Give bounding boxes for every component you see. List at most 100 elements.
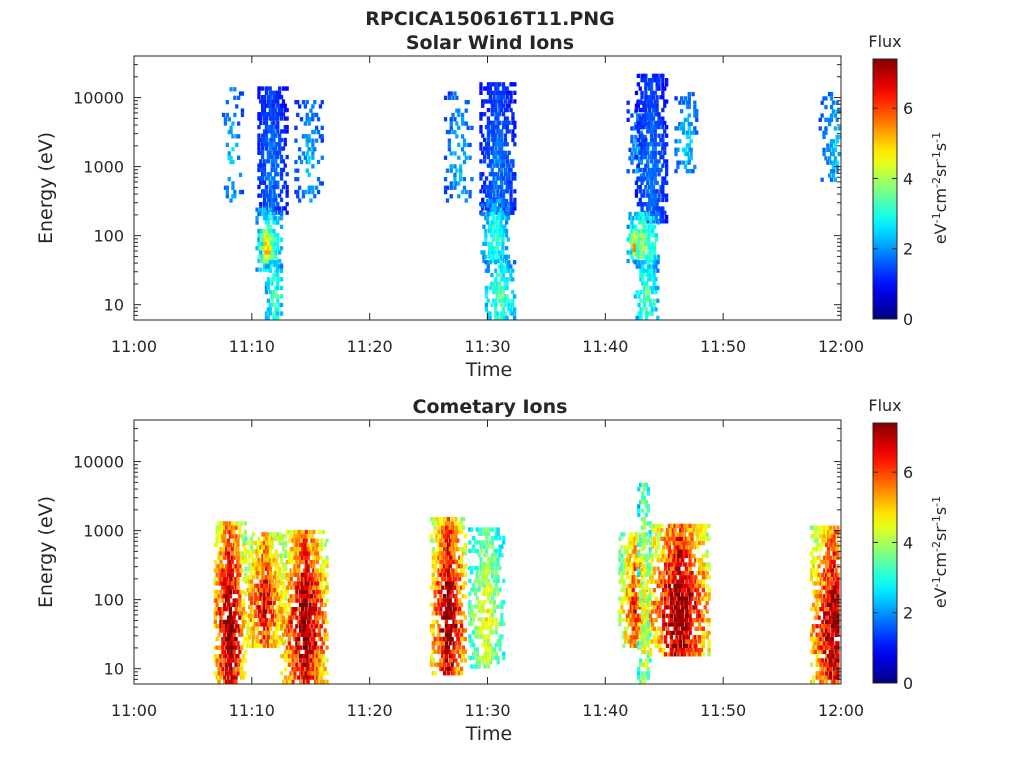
heatmap-cell: [444, 645, 449, 650]
heatmap-cell: [664, 541, 668, 546]
heatmap-cell: [673, 570, 677, 576]
heatmap-cell: [282, 619, 286, 625]
heatmap-cell: [681, 618, 685, 623]
heatmap-cell: [319, 675, 323, 680]
heatmap-cell: [483, 86, 487, 91]
heatmap-cell: [257, 545, 261, 550]
heatmap-cell: [297, 645, 301, 650]
heatmap-cell: [454, 666, 458, 672]
heatmap-cell: [323, 589, 327, 595]
heatmap-cell: [663, 146, 667, 151]
heatmap-cell: [629, 613, 633, 618]
heatmap-cell: [679, 528, 683, 533]
heatmap-cell: [477, 617, 481, 622]
heatmap-cell: [503, 281, 507, 286]
heatmap-cell: [644, 641, 648, 646]
heatmap-cell: [283, 549, 288, 554]
heatmap-cell: [503, 116, 508, 121]
heatmap-cell: [501, 224, 505, 229]
heatmap-cell: [448, 555, 452, 560]
heatmap-cell: [635, 626, 639, 631]
heatmap-cell: [646, 95, 650, 100]
heatmap-cell: [230, 534, 234, 539]
heatmap-cell: [644, 504, 648, 509]
heatmap-cell: [483, 651, 487, 656]
heatmap-cell: [632, 252, 636, 257]
heatmap-cell: [274, 125, 278, 130]
heatmap-cell: [648, 534, 652, 539]
heatmap-cell: [642, 167, 646, 173]
heatmap-cell: [278, 639, 282, 644]
heatmap-cell: [297, 529, 301, 535]
heatmap-cell: [649, 78, 654, 83]
heatmap-cell: [293, 581, 297, 586]
heatmap-cell: [257, 176, 261, 181]
heatmap-cell: [646, 294, 651, 299]
heatmap-cell: [681, 622, 685, 627]
heatmap-cell: [497, 285, 502, 291]
heatmap-cell: [652, 254, 657, 259]
heatmap-cell: [640, 73, 644, 78]
heatmap-cell: [642, 589, 647, 595]
heatmap-cell: [652, 281, 656, 286]
heatmap-cell: [664, 558, 668, 563]
heatmap-cell: [464, 121, 468, 126]
heatmap-cell: [319, 636, 323, 642]
heatmap-cell: [695, 113, 699, 118]
heatmap-cell: [261, 146, 265, 151]
heatmap-cell: [676, 160, 680, 165]
heatmap-cell: [633, 558, 637, 563]
heatmap-cell: [447, 142, 451, 148]
heatmap-cell: [262, 267, 267, 272]
heatmap-cell: [289, 534, 293, 539]
heatmap-cell: [276, 116, 280, 121]
heatmap-cell: [471, 643, 476, 648]
heatmap-cell: [484, 254, 488, 259]
heatmap-cell: [429, 585, 434, 590]
heatmap-cell: [264, 189, 269, 194]
heatmap-cell: [675, 532, 679, 537]
heatmap-cell: [454, 547, 458, 552]
heatmap-cell: [640, 206, 644, 211]
heatmap-cell: [234, 585, 238, 590]
heatmap-cell: [272, 635, 276, 640]
heatmap-cell: [644, 285, 649, 291]
heatmap-cell: [635, 630, 639, 636]
heatmap-cell: [217, 529, 221, 535]
heatmap-cell: [283, 666, 288, 672]
heatmap-cell: [295, 636, 299, 642]
heatmap-cell: [494, 621, 498, 626]
heatmap-cell: [479, 146, 483, 151]
heatmap-cell: [640, 150, 644, 155]
heatmap-cell: [487, 531, 491, 536]
heatmap-cell: [494, 163, 498, 168]
heatmap-cell: [693, 100, 697, 105]
heatmap-cell: [304, 572, 308, 577]
heatmap-cell: [452, 654, 456, 659]
heatmap-cell: [663, 120, 667, 126]
heatmap-cell: [498, 90, 502, 95]
heatmap-cell: [282, 534, 286, 539]
heatmap-cell: [479, 561, 483, 566]
heatmap-cell: [312, 654, 316, 659]
heatmap-cell: [448, 649, 452, 654]
heatmap-cell: [213, 598, 217, 603]
heatmap-cell: [682, 545, 687, 550]
heatmap-cell: [496, 82, 500, 87]
heatmap-cell: [276, 241, 280, 247]
heatmap-cell: [507, 302, 511, 308]
heatmap-cell: [488, 146, 492, 151]
heatmap-cell: [503, 154, 508, 160]
heatmap-cell: [266, 298, 270, 303]
heatmap-cell: [314, 675, 318, 680]
heatmap-cell: [312, 666, 316, 672]
heatmap-cell: [276, 95, 280, 100]
heatmap-cell: [448, 525, 452, 530]
heatmap-cell: [230, 679, 234, 684]
heatmap-cell: [236, 611, 240, 616]
heatmap-cell: [636, 254, 640, 259]
heatmap-cell: [501, 285, 505, 291]
heatmap-cell: [262, 159, 267, 164]
heatmap-cell: [677, 622, 681, 627]
heatmap-cell: [653, 180, 657, 185]
